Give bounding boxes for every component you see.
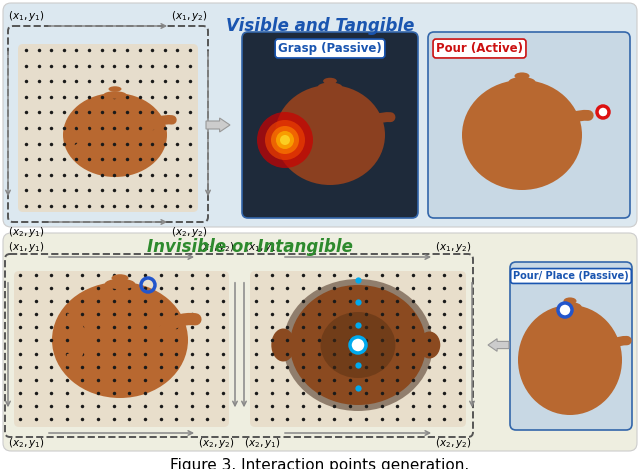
Ellipse shape: [109, 86, 122, 92]
FancyBboxPatch shape: [3, 233, 637, 451]
FancyArrowPatch shape: [560, 115, 588, 127]
Text: Visible and Tangible: Visible and Tangible: [226, 17, 414, 35]
FancyBboxPatch shape: [242, 32, 418, 218]
Text: $(x_1, y_2)$: $(x_1, y_2)$: [172, 9, 208, 23]
Ellipse shape: [52, 282, 188, 398]
FancyBboxPatch shape: [428, 32, 630, 218]
FancyArrowPatch shape: [603, 340, 627, 352]
FancyArrowPatch shape: [163, 319, 195, 332]
Text: Pour (Active): Pour (Active): [436, 42, 523, 55]
Ellipse shape: [518, 305, 622, 415]
Text: Pour/ Place (Passive): Pour/ Place (Passive): [513, 271, 629, 281]
Text: $(x_2, y_2)$: $(x_2, y_2)$: [172, 225, 208, 239]
FancyArrowPatch shape: [365, 117, 390, 128]
Circle shape: [276, 131, 294, 149]
Ellipse shape: [111, 274, 129, 282]
Ellipse shape: [515, 72, 529, 80]
FancyBboxPatch shape: [250, 271, 466, 427]
Text: $(x_2, y_2)$: $(x_2, y_2)$: [435, 436, 472, 450]
Ellipse shape: [563, 297, 577, 304]
Ellipse shape: [419, 332, 440, 358]
FancyBboxPatch shape: [18, 44, 198, 212]
Circle shape: [271, 126, 299, 154]
Ellipse shape: [275, 85, 385, 185]
FancyBboxPatch shape: [14, 271, 229, 427]
Polygon shape: [488, 339, 509, 351]
Text: Grasp (Passive): Grasp (Passive): [278, 42, 382, 55]
Text: $(x_1, y_1)$: $(x_1, y_1)$: [244, 240, 280, 254]
Text: $(x_1, y_2)$: $(x_1, y_2)$: [198, 240, 235, 254]
Ellipse shape: [103, 91, 127, 99]
Ellipse shape: [290, 285, 426, 405]
Ellipse shape: [271, 328, 295, 362]
Text: $(x_2, y_2)$: $(x_2, y_2)$: [198, 436, 235, 450]
Text: Invisible or Intangible: Invisible or Intangible: [147, 238, 353, 256]
Text: Figure 3. Interaction points generation.: Figure 3. Interaction points generation.: [170, 458, 470, 469]
Ellipse shape: [321, 312, 396, 378]
FancyBboxPatch shape: [510, 262, 632, 430]
Ellipse shape: [509, 77, 536, 87]
Ellipse shape: [63, 93, 167, 177]
Ellipse shape: [558, 302, 582, 312]
Ellipse shape: [105, 279, 135, 289]
Polygon shape: [206, 118, 230, 132]
Circle shape: [558, 303, 572, 317]
Circle shape: [257, 112, 313, 168]
Text: $(x_2, y_1)$: $(x_2, y_1)$: [244, 436, 280, 450]
Text: $(x_1, y_1)$: $(x_1, y_1)$: [8, 240, 45, 254]
FancyArrowPatch shape: [148, 120, 172, 129]
Circle shape: [280, 135, 290, 145]
FancyBboxPatch shape: [3, 3, 637, 227]
Ellipse shape: [317, 83, 342, 91]
Ellipse shape: [283, 279, 433, 411]
Text: $(x_2, y_1)$: $(x_2, y_1)$: [8, 225, 45, 239]
Circle shape: [265, 120, 305, 160]
Text: $(x_2, y_1)$: $(x_2, y_1)$: [8, 436, 45, 450]
Circle shape: [350, 337, 366, 353]
Ellipse shape: [323, 78, 337, 84]
Ellipse shape: [462, 80, 582, 190]
Text: $(x_1, y_1)$: $(x_1, y_1)$: [8, 9, 45, 23]
Text: $(x_1, y_2)$: $(x_1, y_2)$: [435, 240, 472, 254]
